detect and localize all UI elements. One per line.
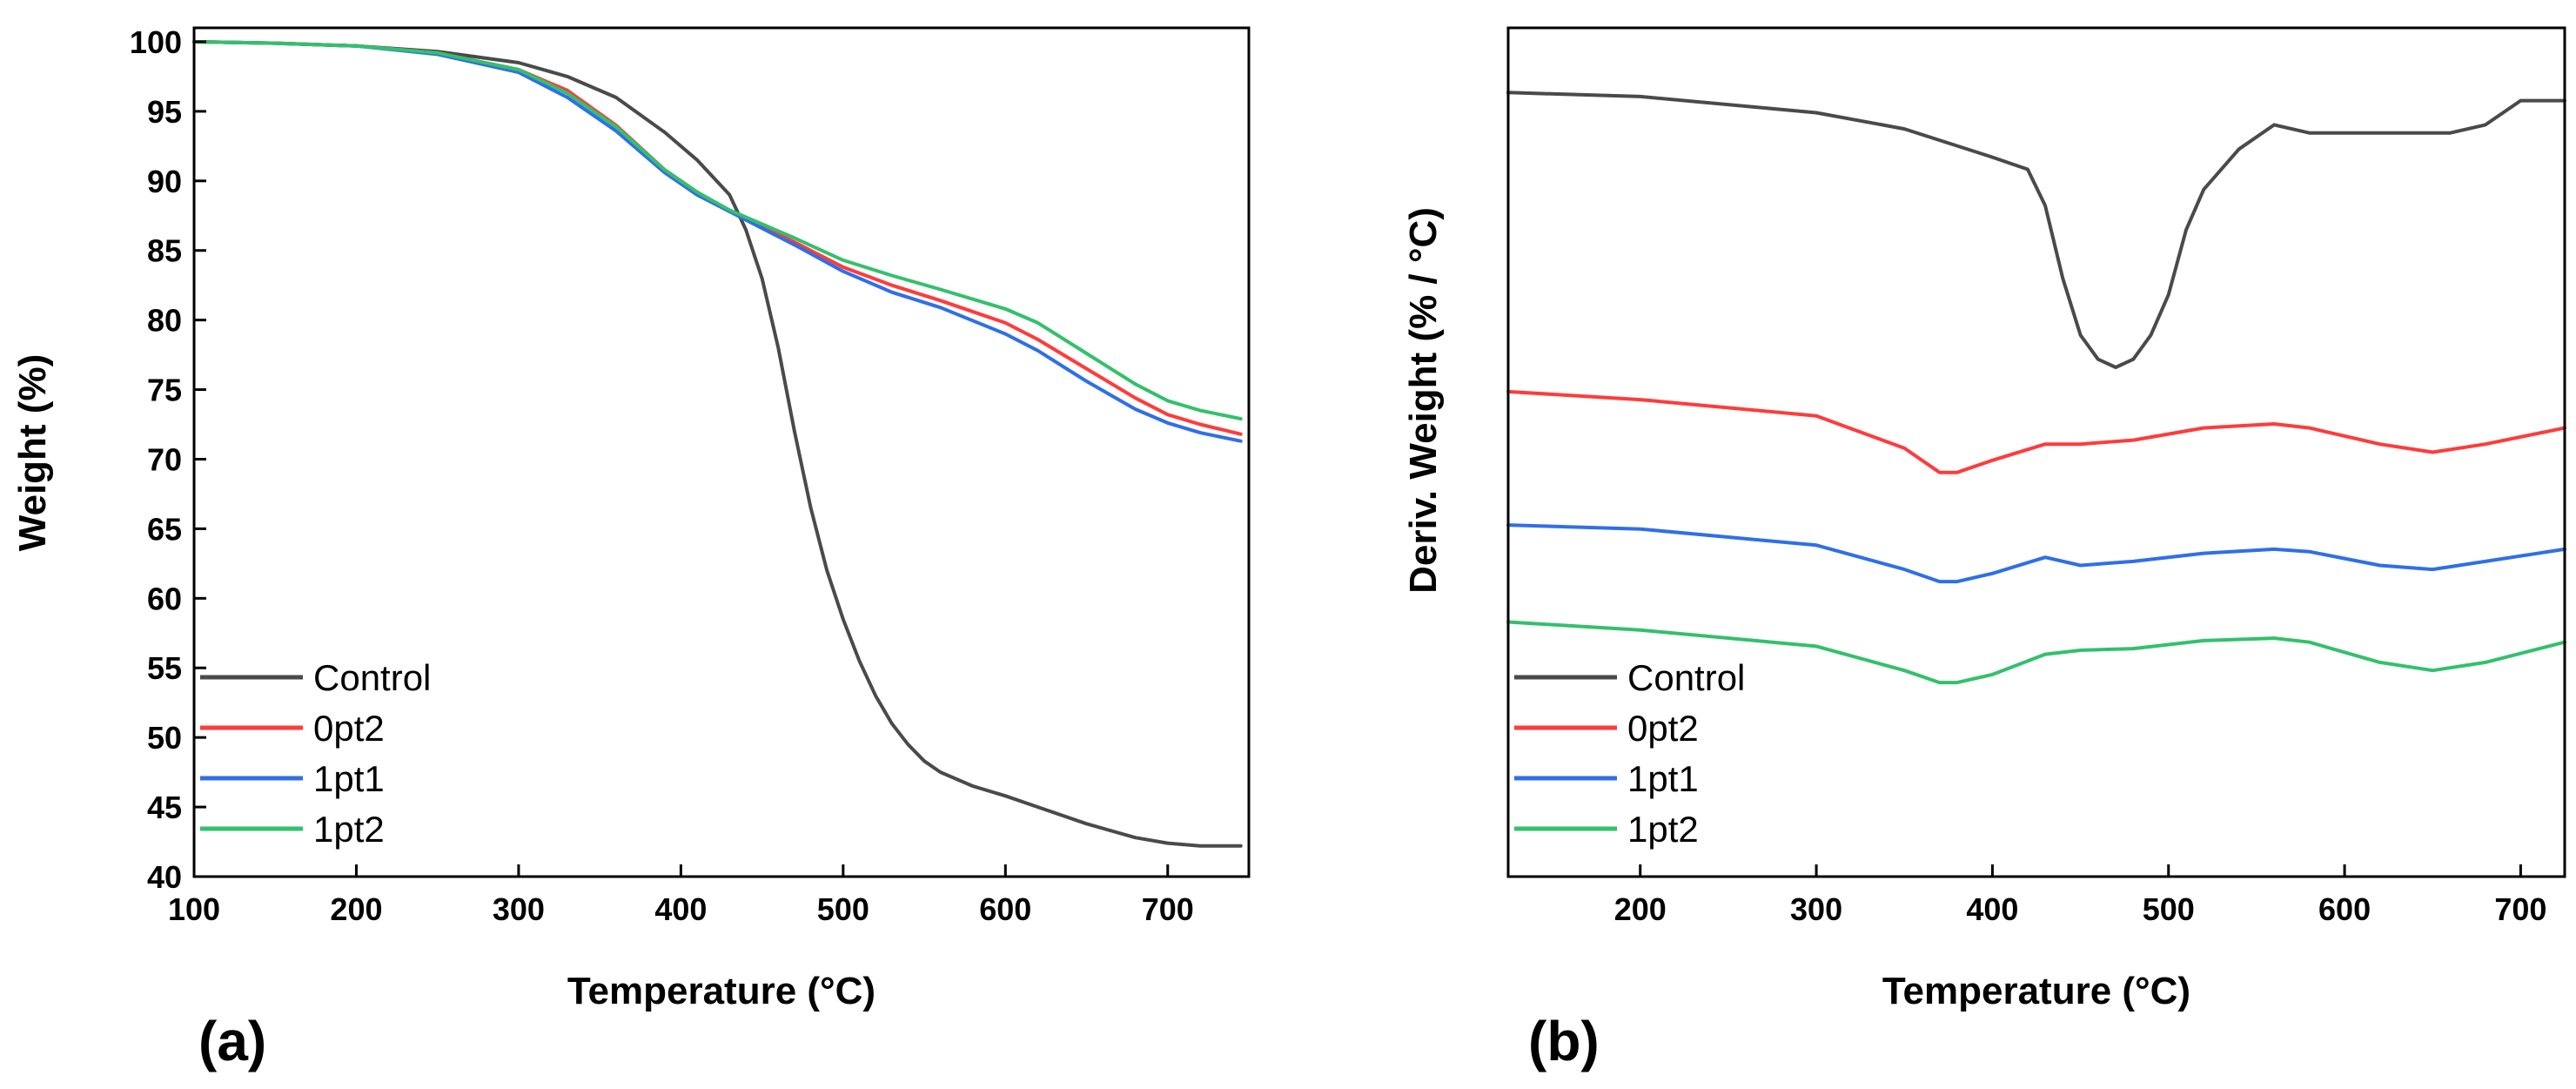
panel-a-y-tick-label: 85: [147, 233, 182, 269]
panel-a-y-tick-label: 80: [147, 303, 182, 339]
panel-a-x-axis-title: Temperature (°C): [567, 970, 875, 1012]
panel-a-x-tick-label: 600: [979, 891, 1031, 927]
panel-a-label: (a): [198, 1010, 266, 1072]
panel-a-x-tick-label: 400: [654, 891, 707, 927]
panel-b-x-tick-label: 600: [2318, 891, 2371, 927]
panel-b-series-line-1pt1: [1506, 523, 2566, 584]
panel-a-legend-label-0pt2: 0pt2: [313, 708, 385, 749]
panel-b-x-tick-label: 700: [2494, 891, 2546, 927]
panel-b-legend: Control 0pt2 1pt1 1pt2: [1514, 657, 1745, 850]
panel-a-y-tick-label: 75: [147, 373, 182, 408]
panel-a-legend-label-control: Control: [313, 657, 431, 698]
panel-a-y-tick-label: 45: [147, 790, 182, 825]
panel-b-x-tick-label: 200: [1614, 891, 1667, 927]
panel-b-x-axis-title: Temperature (°C): [1882, 970, 2190, 1012]
panel-a-y-tick-label: 60: [147, 581, 182, 616]
panel-b-series-line-1pt2: [1506, 620, 2566, 685]
panel-a-y-tick-label: 40: [147, 859, 182, 895]
panel-a-plot-frame: [192, 26, 1251, 878]
panel-a-y-tick-label: 65: [147, 511, 182, 547]
panel-a-x-tick-label: 500: [817, 891, 869, 927]
panel-a-y-tick-label: 95: [147, 94, 182, 130]
panel-a-series-line-1pt1: [192, 40, 1243, 443]
panel-a-series-group: [192, 40, 1243, 848]
panel-a-series-line-1pt2: [192, 40, 1243, 421]
panel-b-legend-label-1pt2: 1pt2: [1627, 809, 1699, 850]
panel-a-y-tick-label: 50: [147, 720, 182, 756]
panel-a-x-tick-label: 100: [168, 891, 220, 927]
panel-b-legend-label-control: Control: [1627, 657, 1745, 698]
panel-b-series-group: [1506, 91, 2566, 685]
panel-a-y-ticks: 40 45 50 55 60 65 70 75 80 85 90 95 100: [130, 24, 206, 895]
panel-b-y-axis-title: Deriv. Weight (% / °C): [1402, 207, 1445, 594]
panel-b-dtg-chart: 200 300 400 500 600 700 Temperature (°C) Deri…: [1402, 26, 2566, 1072]
panel-b-series-line-control: [1506, 91, 2566, 369]
panel-a-y-tick-label: 100: [130, 24, 182, 60]
panel-a-series-line-0pt2: [192, 40, 1243, 436]
panel-b-series-line-0pt2: [1506, 389, 2566, 474]
panel-a-x-tick-label: 700: [1142, 891, 1194, 927]
panel-a-y-tick-label: 55: [147, 650, 182, 686]
panel-a-series-line-control: [192, 40, 1243, 848]
panel-a-legend: Control 0pt2 1pt1 1pt2: [200, 657, 431, 850]
panel-a-x-tick-label: 200: [330, 891, 382, 927]
panel-b-x-tick-label: 500: [2143, 891, 2195, 927]
panel-b-x-tick-label: 400: [1966, 891, 2018, 927]
panel-b-x-ticks: 200 300 400 500 600 700: [1614, 864, 2546, 927]
panel-a-legend-label-1pt2: 1pt2: [313, 809, 385, 850]
panel-a-y-axis-title: Weight (%): [11, 354, 54, 552]
panel-a-x-tick-label: 300: [493, 891, 545, 927]
panel-b-plot-frame: [1506, 26, 2566, 878]
panel-b-x-tick-label: 300: [1790, 891, 1842, 927]
panel-a-x-ticks: 100 200 300 400 500 600 700: [168, 864, 1194, 927]
panel-a-y-tick-label: 90: [147, 164, 182, 199]
panel-b-label: (b): [1528, 1010, 1600, 1072]
panel-b-legend-label-0pt2: 0pt2: [1627, 708, 1699, 749]
panel-a-tga-chart: 100 200 300 400 500 600 700 40 45 50 55 60 65 70 75 80…: [11, 24, 1251, 1072]
panel-b-legend-label-1pt1: 1pt1: [1627, 758, 1699, 799]
panel-a-legend-label-1pt1: 1pt1: [313, 758, 385, 799]
panel-a-y-tick-label: 70: [147, 441, 182, 477]
